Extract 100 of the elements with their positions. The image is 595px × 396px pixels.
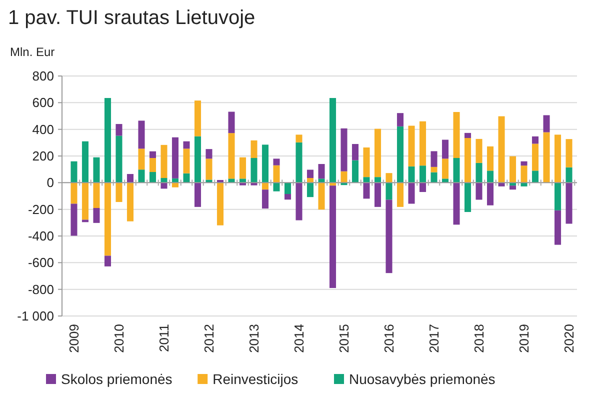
bar — [340, 128, 348, 172]
bar — [520, 182, 528, 186]
bar — [273, 182, 280, 192]
bar — [396, 113, 404, 126]
bar — [273, 158, 280, 166]
bar — [318, 178, 325, 183]
bar — [543, 115, 550, 132]
x-tick-label: 2017 — [426, 324, 442, 353]
bar — [532, 136, 539, 144]
bar — [318, 182, 325, 210]
bar — [262, 182, 269, 190]
bar — [82, 220, 88, 222]
bar — [70, 204, 78, 236]
bar — [273, 165, 280, 183]
bar — [296, 134, 302, 142]
bar — [250, 140, 258, 158]
bar — [160, 182, 168, 189]
bar — [306, 170, 314, 178]
bar — [554, 210, 562, 245]
bar — [498, 182, 505, 186]
bar — [476, 162, 482, 183]
bar — [116, 182, 122, 202]
bar — [206, 180, 212, 183]
bar — [486, 170, 494, 183]
x-tick-label: 2018 — [472, 324, 487, 353]
bar — [239, 182, 246, 186]
bar — [386, 200, 392, 274]
bar — [183, 148, 190, 174]
bar — [160, 144, 168, 178]
y-tick-label: -1 000 — [17, 308, 54, 324]
bar — [228, 133, 235, 179]
bar — [486, 182, 494, 206]
bar — [194, 136, 202, 183]
y-tick-label: 600 — [32, 95, 54, 110]
bar — [396, 126, 404, 183]
bar — [554, 134, 562, 183]
y-tick-label: 0 — [46, 175, 54, 190]
bar — [386, 173, 392, 183]
bar — [532, 144, 539, 171]
y-axis-title: Mln. Eur — [10, 45, 55, 59]
bar — [70, 161, 78, 183]
y-tick-label: -600 — [28, 255, 54, 270]
bar — [430, 172, 438, 183]
bar — [194, 182, 202, 207]
bar — [160, 178, 168, 183]
chart-title: 1 pav. TUI srautas Lietuvoje — [8, 7, 256, 29]
bar — [296, 182, 302, 220]
bar — [116, 124, 122, 136]
y-tick-label: -200 — [28, 202, 54, 217]
x-tick-label: 2015 — [336, 324, 352, 353]
bar — [476, 182, 482, 200]
bar — [532, 170, 539, 183]
bar — [363, 182, 370, 199]
bar — [284, 194, 292, 200]
y-tick-label: -400 — [28, 228, 54, 244]
bar — [453, 158, 460, 183]
bar — [464, 138, 472, 183]
x-tick-label: 2010 — [112, 324, 127, 353]
bar — [419, 182, 426, 192]
bar — [149, 158, 156, 172]
bar — [408, 166, 415, 183]
y-tick-label: 800 — [32, 68, 54, 84]
legend-label: Nuosavybės priemonės — [349, 371, 496, 387]
bar — [250, 158, 258, 183]
bar — [206, 158, 212, 180]
bar — [318, 164, 325, 179]
y-tick-label: 200 — [32, 148, 54, 164]
bar — [149, 151, 156, 158]
bar — [543, 132, 550, 183]
bar — [566, 139, 572, 168]
bar — [93, 182, 100, 208]
bar — [82, 182, 88, 220]
bar — [340, 171, 348, 183]
bar — [509, 186, 516, 190]
bar — [262, 190, 269, 209]
bar — [228, 178, 235, 183]
bar — [70, 182, 78, 204]
bar — [442, 158, 449, 179]
bar — [430, 166, 438, 172]
bar — [464, 182, 472, 212]
bar — [408, 126, 415, 166]
x-tick-label: 2016 — [382, 324, 397, 353]
bar — [284, 182, 292, 194]
bar — [442, 140, 449, 159]
bar — [374, 128, 382, 178]
bar — [464, 132, 472, 138]
legend-label: Reinvesticijos — [212, 371, 298, 387]
bar — [520, 166, 528, 183]
bar — [104, 256, 111, 266]
bar — [363, 147, 370, 178]
bar — [352, 144, 359, 160]
bar — [408, 182, 415, 204]
bar — [329, 98, 336, 183]
legend-label: Skolos priemonės — [61, 371, 172, 387]
bar — [453, 112, 460, 158]
x-tick-label: 2012 — [202, 324, 217, 353]
bar — [183, 141, 190, 149]
bar — [486, 146, 494, 171]
x-tick-label: 2011 — [156, 324, 172, 352]
bar — [149, 172, 156, 183]
